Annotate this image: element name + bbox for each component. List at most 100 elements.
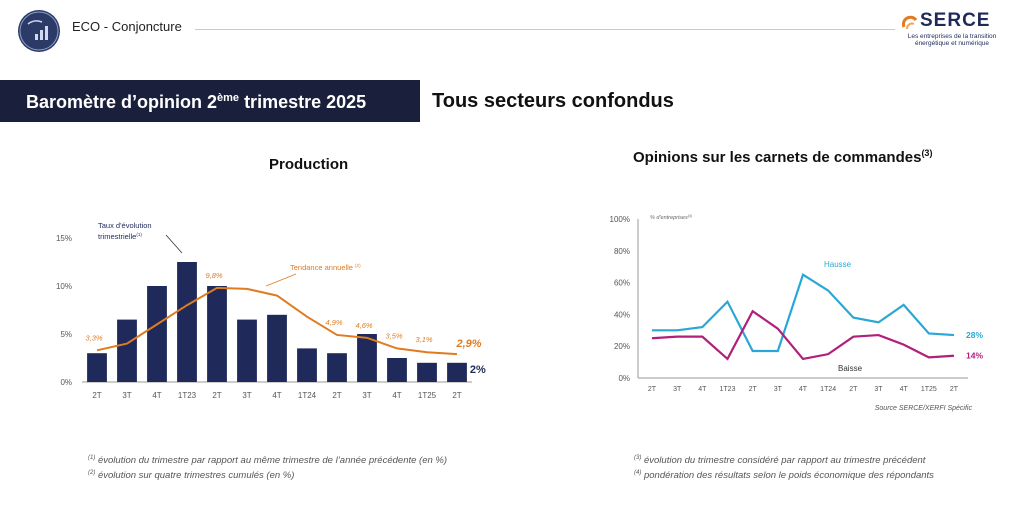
x-tick-label: 3T (774, 386, 783, 393)
x-tick-label: 4T (900, 386, 909, 393)
footnote-1-text: évolution du trimestre par rapport au mê… (95, 455, 448, 467)
bar-series-label: Taux d'évolution trimestrielle(1) (98, 221, 152, 241)
y-tick-label: 20% (614, 342, 630, 351)
x-tick-label: 1T25 (418, 391, 437, 400)
production-bar (117, 319, 137, 382)
serce-sun-icon (902, 15, 918, 30)
orders-chart-title-text: Opinions sur les carnets de commandes (633, 149, 922, 166)
production-chart-title: Production (269, 156, 349, 173)
page-subheading: Tous secteurs confondus (432, 90, 674, 112)
series-end-label: 14% (966, 351, 983, 361)
series-name-hausse: Hausse (824, 260, 852, 269)
series-line-hausse (652, 272, 955, 353)
x-tick-label: 2T (332, 391, 341, 400)
production-bar (387, 358, 407, 382)
x-tick-label: 4T (698, 386, 707, 393)
x-tick-label: 3T (673, 386, 682, 393)
x-tick-label: 3T (874, 386, 883, 393)
footnote-3: (3) évolution du trimestre considéré par… (634, 452, 934, 467)
footnote-2-sup: (2) (88, 470, 96, 477)
x-tick-label: 2T (92, 391, 101, 400)
production-bar (417, 362, 437, 382)
y-tick-label: 15% (56, 234, 72, 243)
x-tick-label: 1T24 (298, 391, 317, 400)
trend-data-label: 4,6% (355, 321, 372, 330)
footnote-3-text: évolution du trimestre considéré par rap… (641, 455, 926, 467)
orders-chart: 0% 20% 40% 60% 80% 100% 2T 3T 4T 1T23 2T 3T 4T 1T24 2T… (610, 214, 984, 412)
footnote-4-text: pondération des résultats selon le poids… (641, 470, 934, 482)
brand-name: SERCE (920, 10, 991, 31)
production-bar (147, 286, 167, 382)
brand-tagline: Les entreprises de la transition énergét… (907, 33, 997, 47)
header-divider (195, 29, 895, 30)
y-tick-label: 10% (56, 282, 72, 291)
y-tick-label: 5% (60, 330, 72, 339)
production-bar (237, 319, 257, 382)
trend-data-label: 2,9% (455, 338, 481, 350)
x-tick-label: 2T (212, 391, 221, 400)
trend-series-label: Tendance annuelle (2) (290, 263, 361, 272)
header-title: ECO - Conjoncture (72, 19, 182, 34)
x-tick-label: 2T (849, 386, 858, 393)
bar-series-pointer (165, 234, 183, 254)
x-tick-label: 2T (950, 386, 959, 393)
series-end-label: 28% (966, 330, 983, 340)
orders-chart-title-sup: (3) (921, 148, 933, 158)
page-banner: Baromètre d’opinion 2ème trimestre 2025 (0, 80, 420, 122)
production-bar (177, 262, 197, 382)
x-tick-label: 4T (799, 386, 808, 393)
footnote-2: (2) évolution sur quatre trimestres cumu… (88, 467, 447, 482)
production-bar (327, 353, 347, 382)
footnote-4-sup: (4) (634, 470, 642, 477)
y-tick-label: 0% (60, 378, 72, 387)
production-bar (267, 314, 287, 382)
footnote-3-sup: (3) (634, 455, 642, 461)
series-line-baisse (651, 309, 955, 361)
production-bar (447, 362, 467, 382)
footnote-1-sup: (1) (88, 455, 96, 461)
x-tick-label: 4T (152, 391, 161, 400)
y-tick-label: 80% (614, 247, 630, 256)
trend-data-label: 3,1% (415, 335, 432, 344)
x-tick-label: 3T (122, 391, 131, 400)
trend-line (96, 286, 458, 356)
x-tick-label: 3T (362, 391, 371, 400)
bar-data-label: 2% (470, 364, 486, 376)
footnotes-right: (3) évolution du trimestre considéré par… (634, 452, 934, 482)
series-name-baisse: Baisse (838, 364, 863, 373)
trend-data-label: 3,3% (85, 333, 102, 342)
banner-superscript: ème (217, 92, 240, 104)
y-tick-label: 100% (610, 215, 630, 224)
production-bar (357, 334, 377, 382)
x-tick-label: 2T (648, 386, 657, 393)
x-tick-label: 3T (242, 391, 251, 400)
trend-data-label: 9,8% (205, 271, 222, 280)
y-tick-label: 40% (614, 310, 630, 319)
x-tick-label: 1T23 (178, 391, 197, 400)
y-tick-label: 0% (618, 374, 630, 383)
y-tick-label: 60% (614, 279, 630, 288)
x-tick-label: 2T (749, 386, 758, 393)
serce-logo: SERCE Les entreprises de la transition é… (900, 10, 1010, 52)
x-tick-label: 1T24 (820, 386, 836, 393)
banner-text-after: trimestre 2025 (239, 92, 367, 112)
footnote-4: (4) pondération des résultats selon le p… (634, 467, 934, 482)
x-tick-label: 1T23 (720, 386, 736, 393)
production-bar (297, 348, 317, 382)
banner-text-before: Baromètre d’opinion 2 (26, 92, 218, 112)
x-tick-label: 4T (272, 391, 281, 400)
production-bar (87, 353, 107, 382)
trend-data-label: 4,9% (325, 318, 342, 327)
footnotes-left: (1) évolution du trimestre par rapport a… (88, 452, 447, 482)
trend-series-pointer (265, 273, 297, 287)
footnote-1: (1) évolution du trimestre par rapport a… (88, 452, 447, 467)
x-tick-label: 4T (392, 391, 401, 400)
unit-label: % d'entreprises(4) (650, 214, 692, 221)
trend-data-label: 3,5% (385, 331, 402, 340)
eco-logo-icon (18, 10, 60, 52)
x-tick-label: 1T25 (921, 386, 937, 393)
production-chart: 0% 5% 10% 15% 2T 3T 4T 1T23 2T 3T 4T 1T24 2T 3T 4T 1T25… (56, 221, 486, 400)
source-label: Source SERCE/XERFI Spécific (875, 405, 973, 412)
orders-chart-title: Opinions sur les carnets de commandes(3) (633, 148, 932, 166)
production-bar (207, 286, 227, 382)
